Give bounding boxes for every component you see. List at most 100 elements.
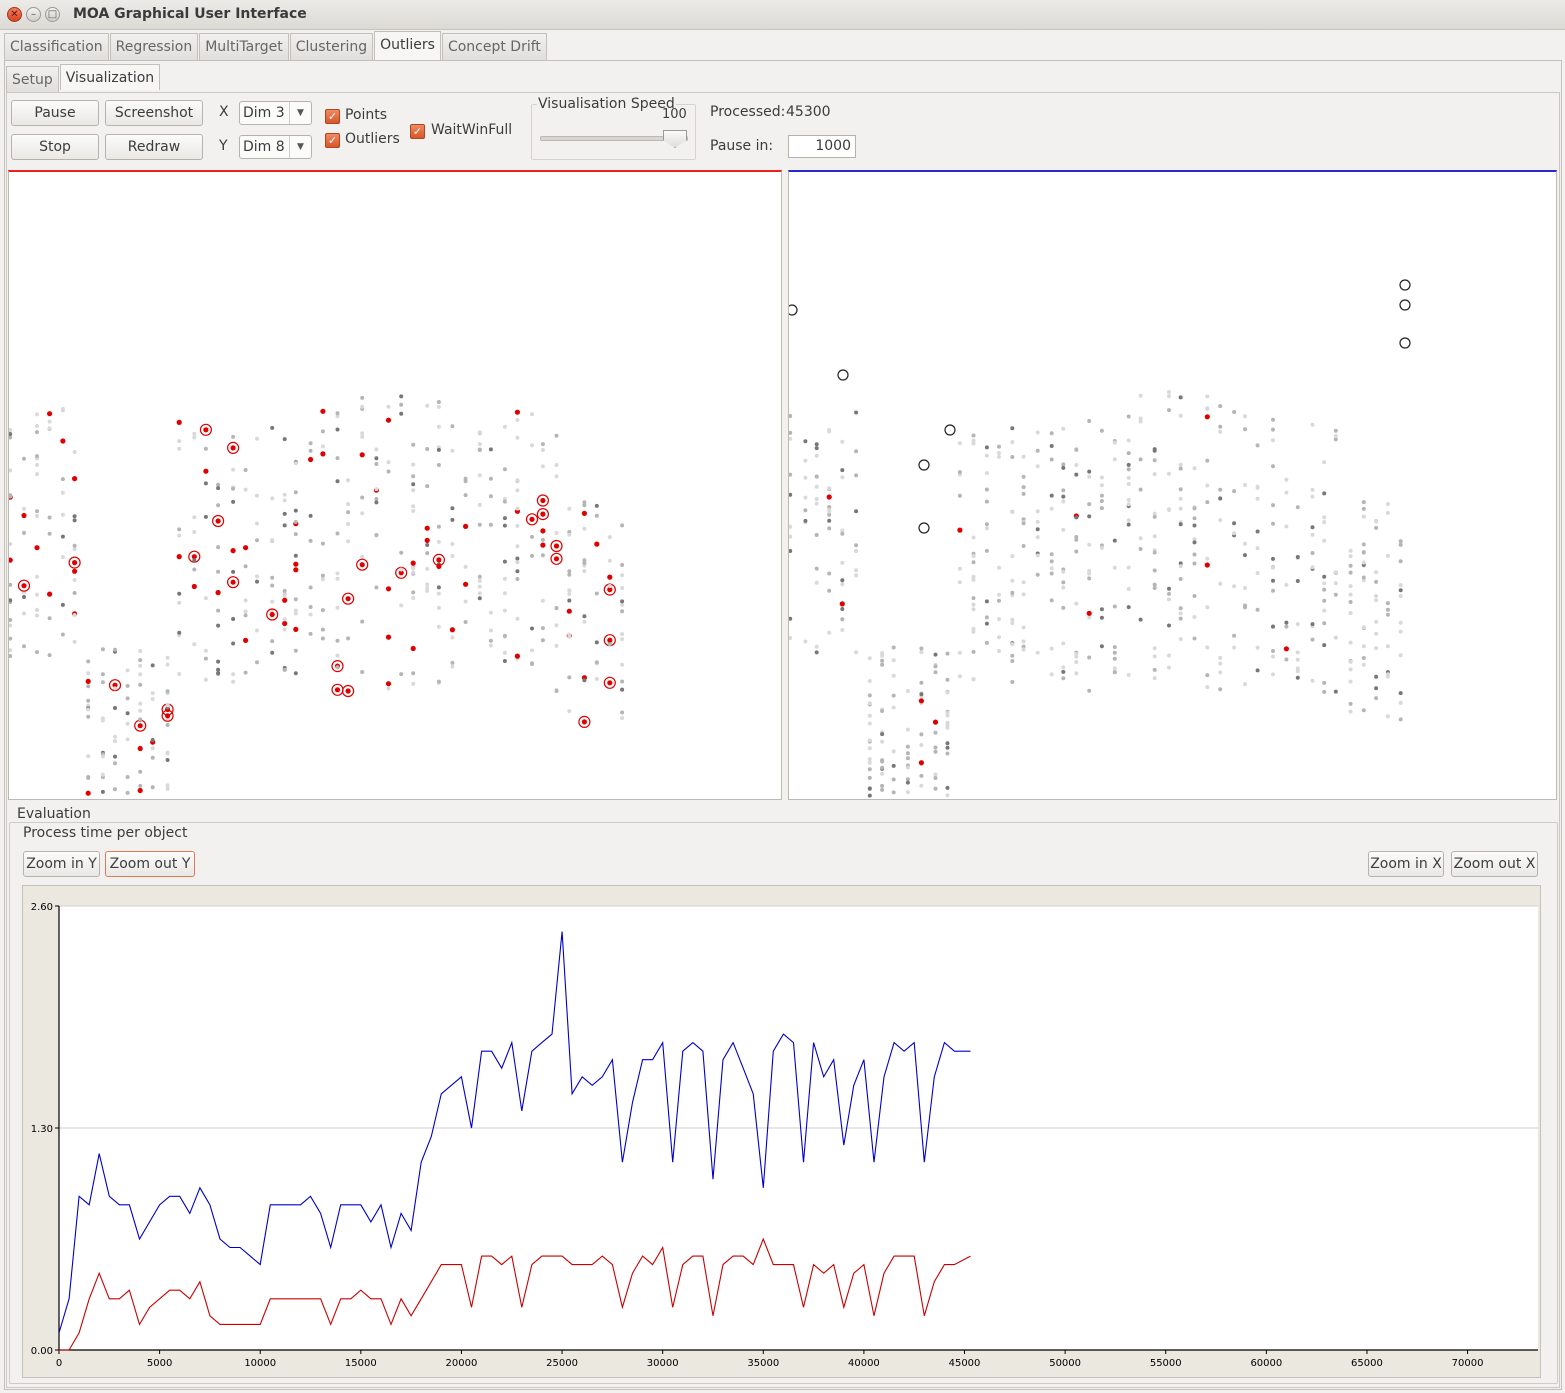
tab-classification[interactable]: Classification (4, 33, 109, 60)
data-point (933, 745, 938, 750)
data-point (1061, 465, 1066, 470)
data-point (1361, 578, 1366, 583)
data-point (243, 609, 248, 614)
x-dim-select[interactable]: Dim 3 ▼ (239, 101, 312, 125)
data-point (282, 437, 287, 442)
minimize-icon[interactable]: – (26, 7, 41, 22)
data-point (320, 541, 325, 546)
data-point (1271, 503, 1275, 508)
data-point (620, 632, 625, 637)
data-point (1035, 509, 1040, 514)
data-point (293, 553, 298, 558)
data-point (530, 412, 534, 417)
outlier-marker (1399, 279, 1411, 291)
data-point (1061, 669, 1066, 674)
data-point (515, 544, 520, 549)
outliers-label: Outliers (345, 131, 400, 147)
data-point (1374, 579, 1379, 584)
data-point (789, 534, 793, 539)
y-dim-label: Y (219, 138, 228, 154)
data-point (1218, 404, 1223, 409)
data-point (1361, 575, 1366, 580)
data-point (1243, 682, 1247, 687)
data-point (1167, 597, 1171, 602)
data-point (1255, 607, 1260, 612)
data-point (125, 696, 130, 701)
data-point (854, 473, 859, 478)
data-point (607, 642, 612, 647)
data-point (1178, 395, 1183, 400)
outlier-point (47, 411, 53, 417)
data-point (789, 636, 793, 640)
speed-slider-track[interactable] (540, 136, 688, 141)
tab-concept-drift[interactable]: Concept Drift (441, 33, 547, 60)
data-point (919, 680, 924, 685)
outlier-point (540, 511, 546, 517)
stop-button[interactable]: Stop (11, 134, 99, 160)
data-point (1348, 600, 1353, 604)
pause-in-field[interactable]: 1000 (788, 135, 856, 158)
data-point (125, 668, 130, 673)
data-point (919, 773, 924, 778)
data-point (515, 418, 520, 422)
waitwinfull-checkbox[interactable]: ✓ (410, 124, 425, 139)
y-dim-select[interactable]: Dim 8 ▼ (239, 135, 312, 159)
process-time-plot: 0.00 1.30 2.60 0 5000 10000 15000 20000 25000 300… (31, 902, 1538, 1369)
maximize-icon[interactable]: □ (45, 7, 60, 22)
screenshot-button[interactable]: Screenshot (105, 100, 203, 126)
data-point (1049, 493, 1054, 498)
zoom-in-x-button[interactable]: Zoom in X (1368, 851, 1444, 877)
data-point (554, 531, 559, 535)
tab-multitarget[interactable]: MultiTarget (199, 33, 289, 60)
tab-regression[interactable]: Regression (109, 33, 199, 60)
data-point (919, 692, 924, 697)
data-point (231, 434, 236, 439)
data-point (515, 556, 520, 561)
data-point (411, 482, 416, 487)
zoom-out-x-button[interactable]: Zoom out X (1451, 851, 1538, 877)
waitwinfull-label: WaitWinFull (431, 122, 513, 138)
tab-visualization[interactable]: Visualization (59, 64, 161, 90)
tab-setup[interactable]: Setup (6, 66, 59, 92)
pause-button[interactable]: Pause (11, 100, 99, 126)
outlier-point (230, 579, 236, 585)
outlier-point (243, 545, 249, 551)
speed-slider-thumb[interactable] (663, 130, 687, 148)
zoom-in-y-button[interactable]: Zoom in Y (23, 851, 100, 877)
data-point (827, 526, 832, 531)
data-point (320, 577, 325, 582)
points-checkbox[interactable]: ✓ (325, 109, 340, 124)
data-point (854, 650, 859, 655)
data-point (1035, 464, 1040, 469)
data-point (984, 499, 989, 504)
close-icon[interactable]: ✕ (7, 7, 22, 22)
data-point (9, 654, 13, 659)
outlier-point (21, 583, 27, 589)
data-point (113, 787, 117, 792)
data-point (35, 430, 39, 435)
data-point (502, 496, 507, 501)
data-point (293, 520, 298, 524)
outlier-point (269, 611, 275, 618)
data-point (891, 777, 896, 782)
data-point (919, 646, 924, 651)
data-point (1255, 668, 1260, 673)
data-point (192, 642, 197, 647)
data-point (165, 786, 170, 791)
tab-outliers[interactable]: Outliers (374, 31, 441, 60)
data-point (60, 534, 65, 539)
data-point (346, 522, 351, 526)
data-point (1126, 565, 1131, 570)
zoom-out-y-button[interactable]: Zoom out Y (105, 851, 195, 877)
outliers-checkbox[interactable]: ✓ (325, 133, 340, 148)
data-point (165, 751, 170, 756)
data-point (1049, 598, 1054, 603)
tab-clustering[interactable]: Clustering (289, 33, 374, 60)
outlier-point (839, 601, 845, 607)
data-point (177, 446, 182, 451)
data-point (165, 758, 170, 762)
data-point (933, 730, 938, 735)
data-point (1243, 541, 1247, 546)
data-point (1348, 667, 1353, 672)
redraw-button[interactable]: Redraw (105, 134, 203, 160)
